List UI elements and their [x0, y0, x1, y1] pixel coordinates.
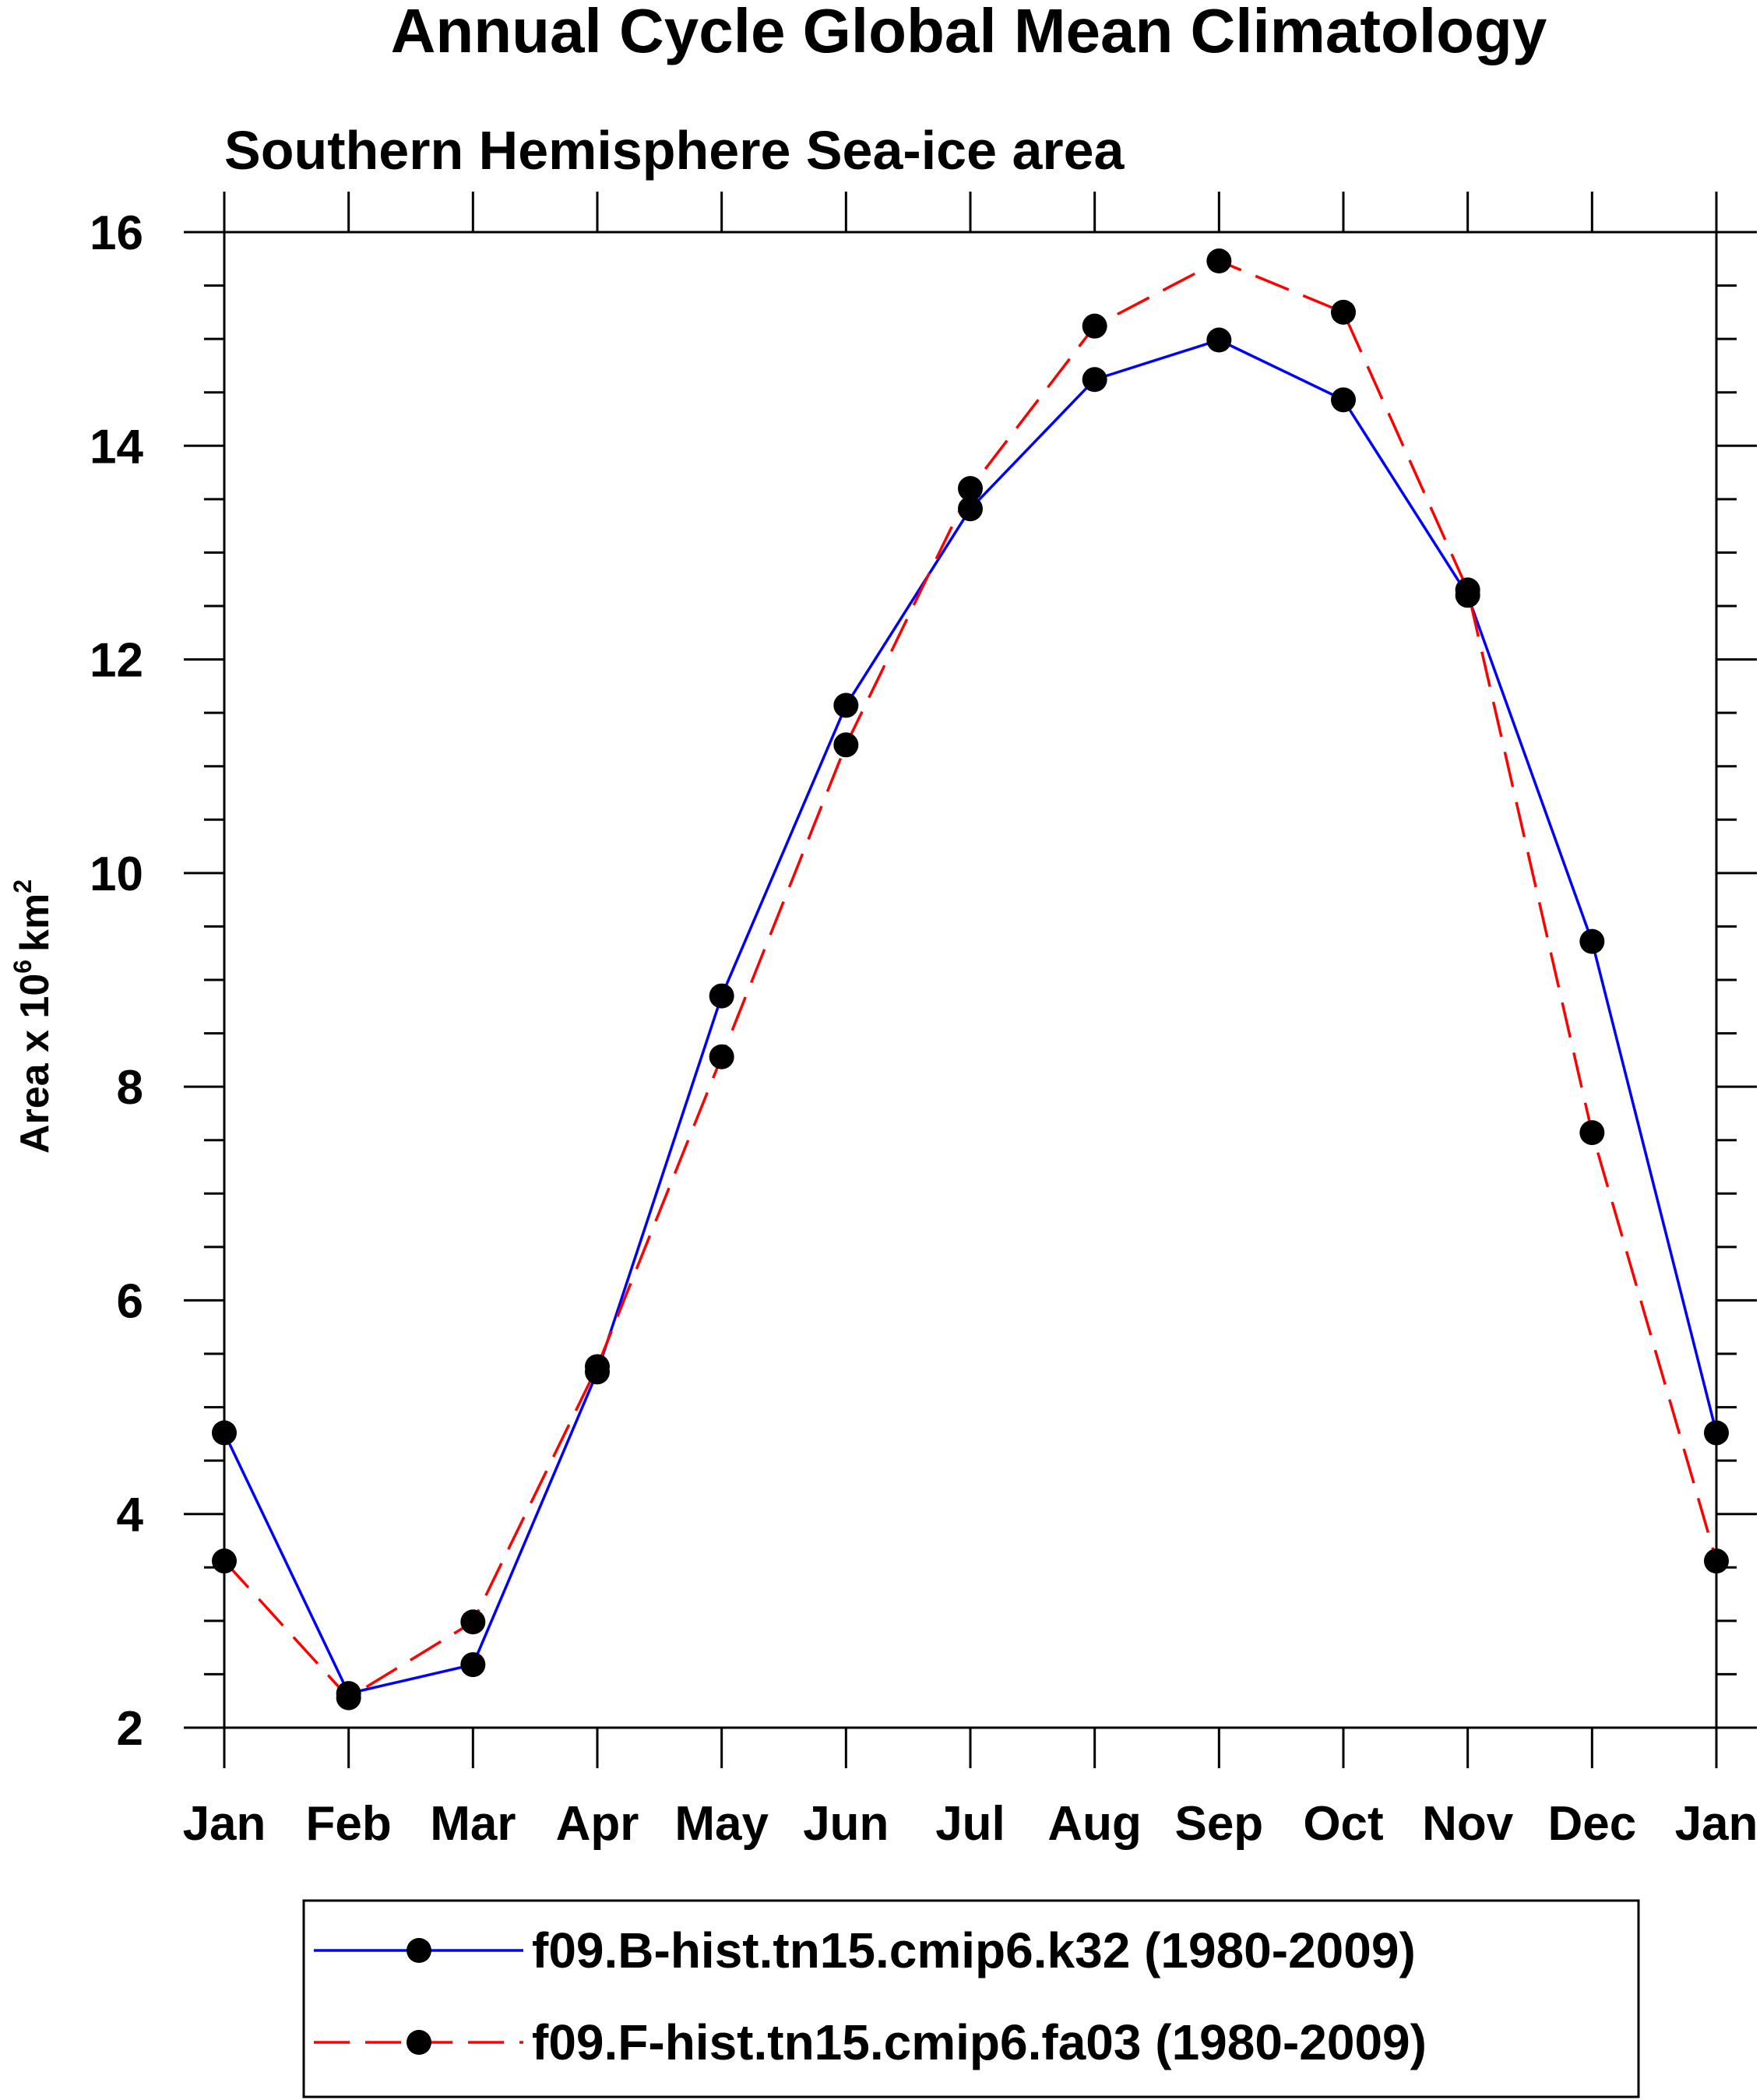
data-point-series-1 — [460, 1609, 486, 1635]
chart-subtitle: Southern Hemisphere Sea-ice area — [224, 120, 1125, 181]
data-point-series-1 — [833, 732, 859, 758]
legend-label-b-hist: f09.B-hist.tn15.cmip6.k32 (1980-2009) — [532, 1922, 1416, 1978]
data-point-series-1 — [212, 1549, 237, 1574]
data-point-series-1 — [585, 1354, 610, 1379]
data-point-series-0 — [709, 983, 734, 1009]
legend-entry-f-hist: f09.F-hist.tn15.cmip6.fa03 (1980-2009) — [314, 2014, 1427, 2070]
x-tick-label: Nov — [1422, 1797, 1514, 1851]
x-tick-label: Mar — [430, 1797, 516, 1851]
data-point-series-1 — [709, 1044, 734, 1069]
x-tick-label: Feb — [306, 1797, 392, 1851]
data-point-series-0 — [1082, 367, 1107, 393]
data-point-series-0 — [1331, 387, 1356, 413]
y-tick-label: 4 — [117, 1489, 144, 1542]
legend-frame — [302, 1899, 1640, 2098]
data-point-series-1 — [958, 476, 983, 502]
legend-marker-f-hist — [407, 2030, 431, 2055]
x-tick-label: Jun — [803, 1797, 889, 1851]
data-point-series-0 — [1206, 327, 1232, 353]
x-tick-label: Apr — [556, 1797, 639, 1851]
data-point-series-1 — [1206, 248, 1232, 274]
data-point-series-0 — [1579, 928, 1605, 954]
y-tick-label: 2 — [117, 1702, 143, 1756]
y-tick-label: 10 — [90, 847, 143, 901]
x-tick-label: Dec — [1547, 1797, 1636, 1851]
legend: f09.B-hist.tn15.cmip6.k32 (1980-2009) f0… — [302, 1899, 1640, 2098]
data-point-series-0 — [833, 692, 859, 718]
data-point-series-0 — [1704, 1420, 1729, 1446]
x-tick-label: Sep — [1174, 1797, 1263, 1851]
chart-title: Annual Cycle Global Mean Climatology — [391, 0, 1547, 65]
data-point-series-1 — [1082, 313, 1107, 339]
legend-entry-b-hist: f09.B-hist.tn15.cmip6.k32 (1980-2009) — [314, 1922, 1416, 1978]
y-tick-label: 6 — [117, 1274, 143, 1328]
y-tick-label: 16 — [90, 206, 143, 260]
y-tick-label: 14 — [90, 420, 143, 474]
x-tick-label: May — [674, 1797, 769, 1851]
x-tick-label: Aug — [1047, 1797, 1142, 1851]
y-axis-label-unit: km — [12, 893, 58, 952]
data-point-series-0 — [212, 1420, 237, 1446]
y-axis-label-unit-exponent: 2 — [9, 879, 37, 893]
plot-frame — [223, 231, 1718, 1729]
y-axis-label-exponent: 6 — [9, 960, 37, 974]
data-point-series-1 — [1579, 1120, 1605, 1146]
y-axis-label-base: Area x 10 — [12, 974, 58, 1154]
x-tick-label: Jul — [935, 1797, 1005, 1851]
x-tick-label: Jan — [1675, 1797, 1758, 1851]
x-tick-label: Oct — [1303, 1797, 1383, 1851]
legend-label-f-hist: f09.F-hist.tn15.cmip6.fa03 (1980-2009) — [532, 2014, 1427, 2070]
y-tick-label: 12 — [90, 634, 143, 688]
data-point-series-1 — [1455, 577, 1480, 603]
legend-marker-b-hist — [407, 1938, 431, 1963]
data-point-series-0 — [958, 496, 983, 522]
y-axis-label: Area x 106 km2 — [9, 879, 58, 1154]
data-point-series-1 — [1331, 299, 1356, 325]
x-tick-label: Jan — [183, 1797, 266, 1851]
data-point-series-1 — [1704, 1549, 1729, 1574]
series-line-0 — [223, 338, 1718, 1696]
y-tick-label: 8 — [117, 1061, 143, 1115]
plot-area: 2 4 6 8 10 12 14 16 Jan Feb Mar Apr May Jun Jul Aug Sep O… — [90, 192, 1758, 1851]
data-point-series-0 — [460, 1652, 486, 1678]
data-point-series-1 — [336, 1685, 361, 1711]
